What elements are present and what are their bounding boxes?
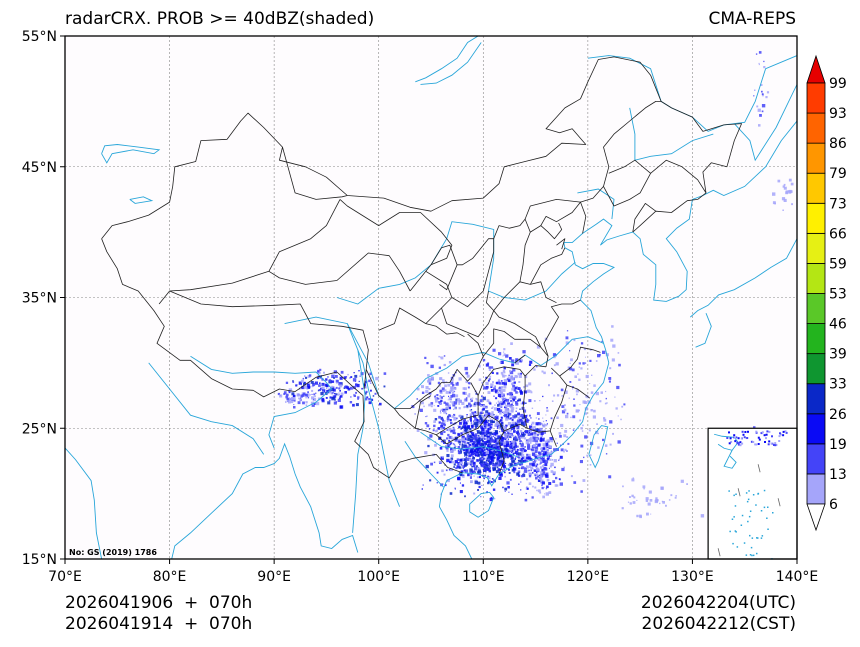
x-tick-label: 70°E bbox=[48, 569, 82, 585]
south-china-sea-inset bbox=[708, 428, 797, 559]
colorbar-label: 6 bbox=[829, 497, 838, 513]
x-tick-label: 90°E bbox=[257, 569, 291, 585]
colorbar-segment bbox=[807, 113, 825, 143]
colorbar-label: 53 bbox=[829, 287, 847, 303]
colorbar-segment bbox=[807, 444, 825, 474]
x-tick-label: 130°E bbox=[671, 569, 714, 585]
colorbar-label: 26 bbox=[829, 407, 847, 423]
colorbar-label: 79 bbox=[829, 166, 847, 182]
inset-frame bbox=[708, 428, 797, 559]
colorbar-label: 73 bbox=[829, 196, 847, 212]
valid-time-block: 2026042204(UTC) 2026042212(CST) bbox=[641, 593, 796, 635]
x-tick-label: 120°E bbox=[567, 569, 610, 585]
colorbar-label: 59 bbox=[829, 256, 847, 272]
colorbar: 6 13 19 26 33 39 46 53 59 66 73 79 86 93 99 bbox=[807, 56, 847, 530]
colorbar-label: 19 bbox=[829, 437, 847, 453]
init-utc: 2026041906 + 070h bbox=[65, 593, 252, 613]
x-tick-label: 110°E bbox=[462, 569, 505, 585]
colorbar-over-arrow bbox=[807, 56, 825, 83]
valid-utc: 2026042204(UTC) bbox=[641, 593, 796, 613]
y-tick-label: 35°N bbox=[22, 291, 57, 307]
y-tick-label: 25°N bbox=[22, 421, 57, 437]
valid-cst: 2026042212(CST) bbox=[642, 614, 796, 634]
colorbar-segment bbox=[807, 474, 825, 504]
colorbar-segment bbox=[807, 414, 825, 444]
y-tick-label: 55°N bbox=[22, 29, 57, 45]
colorbar-label: 39 bbox=[829, 347, 847, 363]
colorbar-segment bbox=[807, 263, 825, 293]
colorbar-segment bbox=[807, 384, 825, 414]
colorbar-segment bbox=[807, 294, 825, 324]
colorbar-segment bbox=[807, 354, 825, 384]
map-canvas: 70°E 80°E 90°E 100°E 110°E 120°E 130°E 140°E 55°… bbox=[0, 0, 860, 647]
colorbar-label: 13 bbox=[829, 467, 847, 483]
x-tick-label: 100°E bbox=[357, 569, 400, 585]
colorbar-label: 66 bbox=[829, 226, 847, 242]
init-cst: 2026041914 + 070h bbox=[65, 614, 252, 634]
y-tick-label: 45°N bbox=[22, 160, 57, 176]
y-tick-label: 15°N bbox=[22, 552, 57, 568]
colorbar-label: 33 bbox=[829, 377, 847, 393]
map-approval-note: No: GS (2019) 1786 bbox=[69, 548, 157, 557]
colorbar-label: 99 bbox=[829, 76, 847, 92]
colorbar-segment bbox=[807, 233, 825, 263]
init-time-block: 2026041906 + 070h 2026041914 + 070h bbox=[65, 593, 252, 635]
colorbar-segment bbox=[807, 324, 825, 354]
colorbar-segment bbox=[807, 203, 825, 233]
colorbar-segment bbox=[807, 143, 825, 173]
x-tick-label: 80°E bbox=[153, 569, 187, 585]
colorbar-segment bbox=[807, 173, 825, 203]
colorbar-segment bbox=[807, 83, 825, 113]
colorbar-label: 86 bbox=[829, 136, 847, 152]
x-tick-label: 140°E bbox=[776, 569, 819, 585]
colorbar-label: 46 bbox=[829, 317, 847, 333]
colorbar-under-arrow bbox=[807, 504, 825, 530]
colorbar-label: 93 bbox=[829, 106, 847, 122]
